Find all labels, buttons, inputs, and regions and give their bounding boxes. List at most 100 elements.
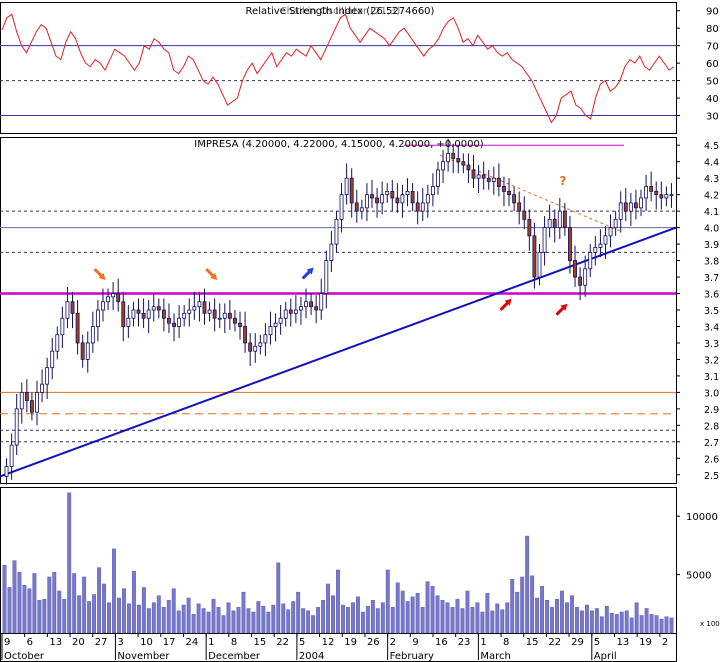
volume-bar	[311, 615, 316, 634]
candle-body	[288, 309, 293, 314]
candle-body	[187, 309, 192, 314]
candle	[532, 222, 537, 289]
candle-body	[299, 306, 303, 311]
volume-bar	[241, 591, 246, 634]
candle-body	[207, 309, 212, 314]
price-tick-label: 3.2	[704, 355, 719, 366]
volume-bar	[161, 607, 166, 634]
volume-bar	[365, 605, 370, 634]
candle	[618, 191, 623, 233]
candle-body	[95, 309, 100, 327]
volume-bar	[435, 595, 440, 634]
volume-bar	[555, 598, 559, 634]
candle	[192, 291, 197, 320]
volume-bar	[176, 610, 181, 634]
candle-body	[334, 218, 339, 245]
candle	[354, 189, 359, 223]
candle	[562, 202, 567, 236]
volume-bar	[560, 590, 564, 634]
volume-bar	[395, 582, 400, 634]
volume-bar	[450, 607, 455, 634]
volume-bar	[22, 584, 27, 634]
price-tick-label: 3.3	[704, 339, 719, 350]
candle	[304, 288, 308, 319]
candle-body	[634, 202, 638, 209]
candle-body	[141, 312, 146, 319]
candle	[116, 278, 121, 312]
volume-bar	[545, 600, 550, 634]
candle-body	[664, 194, 669, 199]
candle	[659, 181, 664, 210]
volume-bar	[7, 587, 12, 634]
volume-bar	[400, 590, 405, 634]
candle-body	[70, 301, 75, 314]
candle	[263, 323, 268, 357]
candle-body	[532, 235, 537, 278]
volume-bar	[52, 572, 57, 634]
volume-bar	[405, 601, 410, 634]
candle	[4, 458, 9, 485]
x-day-label: 13	[616, 637, 629, 648]
volume-bar	[321, 600, 326, 634]
x-day-label: 12	[322, 637, 335, 648]
candle-body	[19, 391, 24, 410]
volume-bar	[146, 608, 151, 634]
price-tick-label: 3.1	[704, 372, 719, 383]
candle-body	[568, 227, 572, 261]
volume-bar	[57, 590, 62, 634]
candle	[441, 150, 445, 184]
candle-body	[192, 306, 197, 311]
candle	[121, 291, 126, 342]
question-mark-annotation: ?	[560, 174, 567, 188]
volume-bar	[589, 610, 594, 634]
x-day-label: 9	[4, 637, 10, 648]
candle-body	[65, 301, 70, 319]
x-day-label: 26	[367, 637, 380, 648]
volume-bar	[92, 594, 97, 634]
candle	[583, 255, 588, 297]
arrow-annotation	[301, 267, 314, 280]
candle	[85, 331, 90, 373]
x-day-label: 8	[503, 637, 509, 648]
volume-bar	[27, 588, 32, 634]
candle	[623, 188, 628, 222]
candle	[496, 163, 501, 197]
volume-bar	[609, 612, 614, 634]
volume-bar	[445, 602, 450, 634]
volume-bar	[12, 560, 17, 634]
volume-bar	[37, 600, 42, 634]
volume-bar	[67, 492, 72, 634]
candle	[552, 209, 557, 243]
volume-bar	[256, 601, 261, 634]
volume-bar	[530, 575, 535, 634]
candle	[649, 171, 654, 202]
candle-body	[593, 246, 598, 253]
candle-body	[562, 210, 567, 229]
candle	[405, 178, 410, 207]
candle	[319, 278, 324, 320]
candle	[664, 186, 669, 207]
candle-body	[669, 194, 674, 197]
candle-body	[603, 235, 608, 245]
candle	[55, 326, 60, 360]
volume-bar	[380, 602, 385, 634]
candle	[598, 229, 603, 258]
candle-body	[339, 194, 344, 220]
candle	[14, 394, 19, 455]
candle-body	[40, 383, 44, 393]
volume-bar	[271, 604, 276, 634]
candle-body	[370, 194, 374, 199]
volume-bar	[669, 617, 674, 634]
candle-body	[151, 306, 156, 311]
candle-body	[385, 190, 390, 196]
volume-bar	[296, 591, 301, 634]
x-day-label: 20	[72, 637, 85, 648]
arrow-annotation	[93, 267, 106, 281]
arrow-annotation	[499, 298, 512, 311]
candle-body	[522, 210, 527, 220]
volume-bar	[500, 609, 505, 634]
volume-bar	[281, 603, 286, 634]
candle-body	[278, 317, 283, 324]
volume-bar	[425, 581, 430, 634]
candle-body	[106, 296, 110, 303]
